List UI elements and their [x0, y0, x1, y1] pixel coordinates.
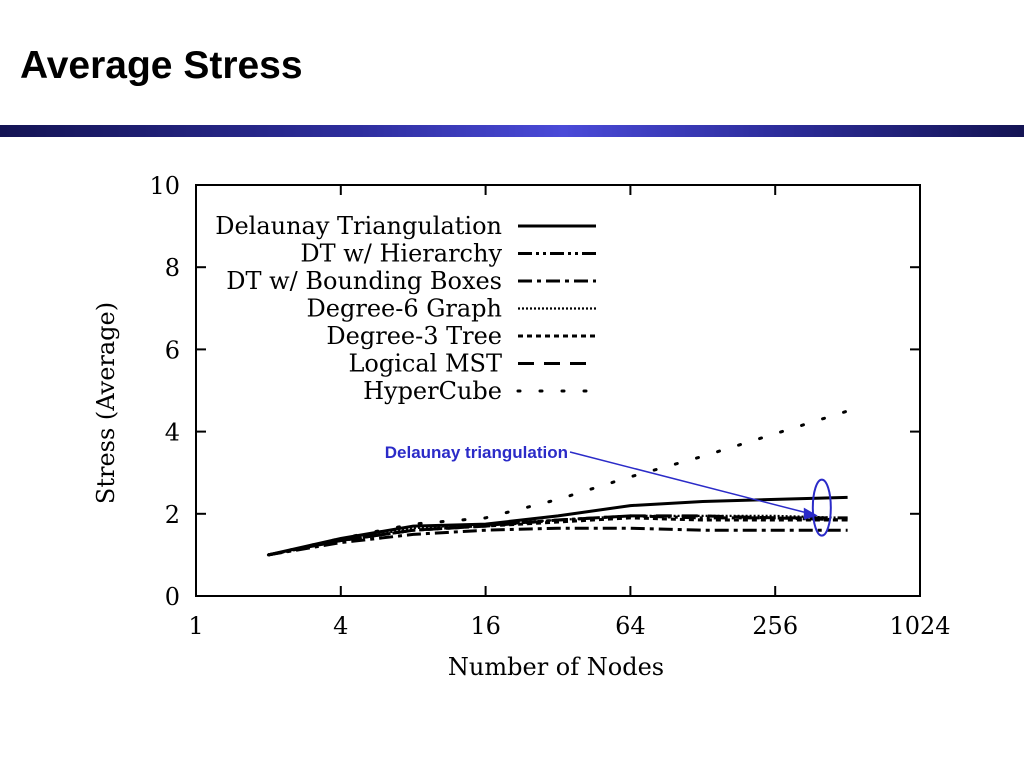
annotation-text: Delaunay triangulation	[385, 443, 568, 462]
series-line-dt-w-bounding-boxes	[268, 526, 848, 557]
plot-frame	[195, 184, 921, 597]
annotation-ellipse	[811, 478, 832, 537]
x-tick-label: 4	[333, 612, 348, 640]
title-divider-bar	[0, 125, 1024, 137]
y-axis-label: Stress (Average)	[92, 302, 120, 504]
legend-label-degree-3-tree: Degree-3 Tree	[326, 322, 502, 350]
legend-label-dt-w-bounding-boxes: DT w/ Bounding Boxes	[226, 267, 502, 295]
y-tick-label: 4	[165, 419, 180, 447]
annotation-arrow-line	[569, 451, 811, 515]
legend-label-degree-6-graph: Degree-6 Graph	[307, 295, 502, 323]
axes: 0 2 4 6 8 10 1 4 16 64 256 1024	[149, 172, 950, 640]
series-line-degree-3-tree	[268, 516, 848, 557]
data-series	[266, 409, 850, 557]
annotation-arrowhead	[803, 507, 818, 520]
legend-label-logical-mst: Logical MST	[348, 350, 502, 378]
x-tick-label: 1024	[889, 612, 950, 640]
legend-label-dt-w-hierarchy: DT w/ Hierarchy	[300, 240, 502, 268]
x-tick-label: 1	[188, 612, 203, 640]
x-tick-label: 256	[752, 612, 798, 640]
series-line-delaunay-triangulation	[268, 495, 848, 557]
legend-label-delaunay-triangulation: Delaunay Triangulation	[215, 212, 502, 240]
annotation: Delaunay triangulation	[385, 443, 832, 537]
x-tick-label: 16	[470, 612, 501, 640]
series-line-hypercube	[266, 409, 850, 557]
series-line-logical-mst	[268, 514, 848, 557]
x-tick-label: 64	[615, 612, 646, 640]
y-tick-label: 2	[165, 501, 180, 529]
y-tick-label: 8	[165, 254, 180, 282]
y-tick-label: 0	[165, 583, 180, 611]
page-title: Average Stress	[20, 44, 303, 87]
x-axis-label: Number of Nodes	[448, 653, 664, 681]
y-tick-label: 10	[149, 172, 180, 200]
y-tick-label: 6	[165, 336, 180, 364]
legend-label-hypercube: HyperCube	[363, 377, 502, 405]
